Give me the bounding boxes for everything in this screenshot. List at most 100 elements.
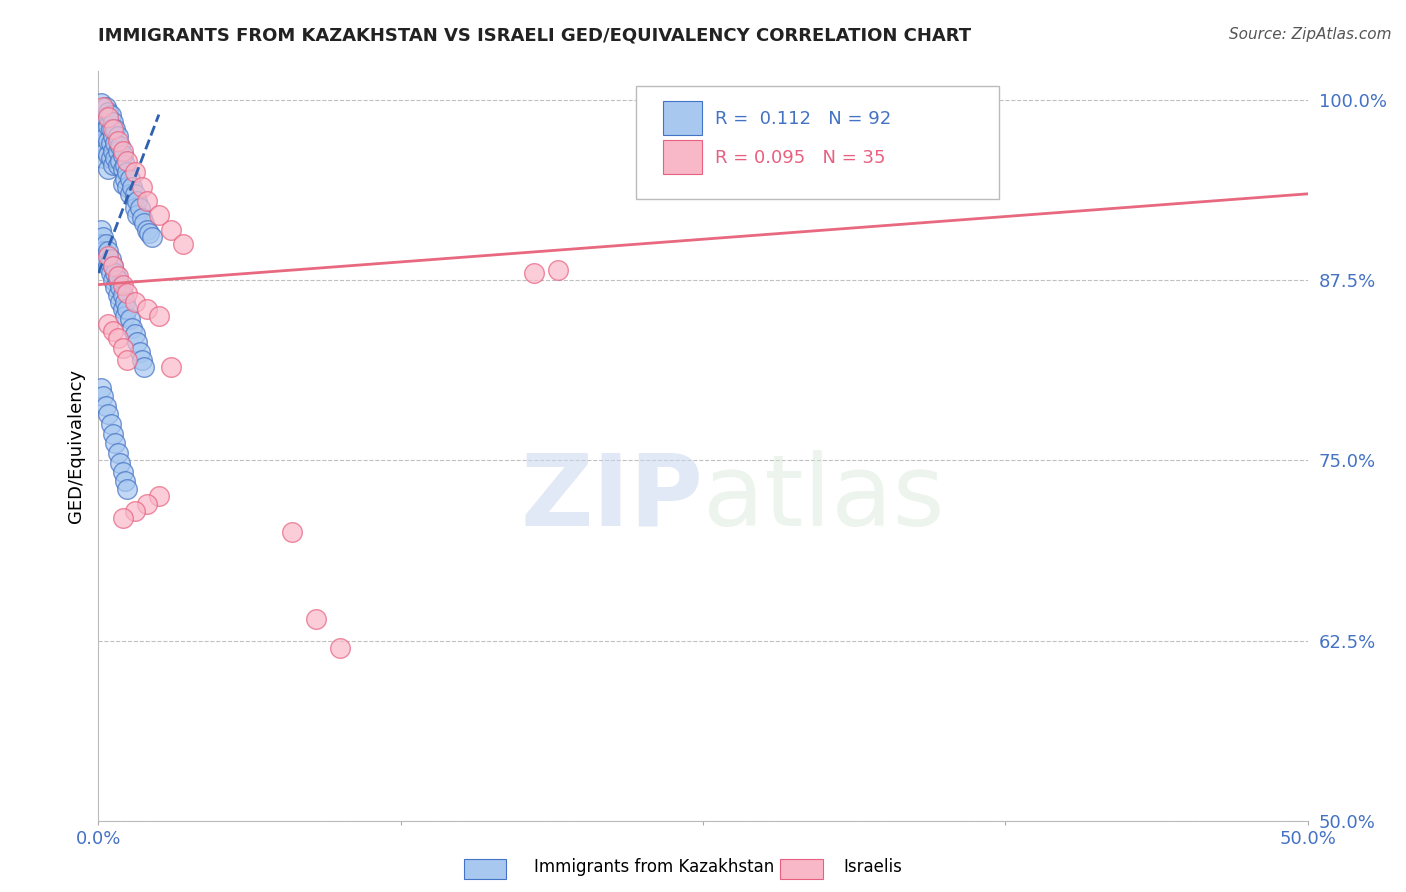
Point <box>100 107 122 121</box>
Point <box>135 497 157 511</box>
Point <box>97 407 120 421</box>
Point <box>104 266 127 280</box>
Point <box>329 640 352 655</box>
Point <box>124 326 146 341</box>
Point <box>111 277 134 292</box>
Point <box>117 352 139 367</box>
Point <box>523 266 546 280</box>
Point <box>114 158 136 172</box>
Text: Source: ZipAtlas.com: Source: ZipAtlas.com <box>1229 27 1392 42</box>
Point <box>124 165 146 179</box>
Point <box>100 252 122 266</box>
Point <box>94 111 117 125</box>
Point <box>111 162 134 177</box>
Point <box>117 179 139 194</box>
Point <box>97 148 120 162</box>
Point <box>131 352 153 367</box>
Point <box>101 129 124 144</box>
Point <box>91 230 114 244</box>
FancyBboxPatch shape <box>637 87 1000 199</box>
Point <box>134 216 156 230</box>
Point <box>111 465 134 479</box>
Point <box>111 511 134 525</box>
Point <box>160 223 183 237</box>
Text: ZIP: ZIP <box>520 450 703 547</box>
Point <box>107 268 129 283</box>
Point <box>107 134 129 148</box>
Point <box>114 474 136 488</box>
Point <box>101 259 124 273</box>
Point <box>100 417 122 432</box>
Point <box>97 119 120 133</box>
Point <box>160 359 183 374</box>
Point <box>148 310 170 324</box>
Point <box>118 186 141 201</box>
Point <box>90 223 112 237</box>
Point <box>305 612 328 626</box>
Point <box>111 144 134 158</box>
Point <box>127 335 149 350</box>
Text: atlas: atlas <box>703 450 945 547</box>
Point <box>97 259 120 273</box>
Point <box>107 331 129 345</box>
Point <box>131 211 153 226</box>
Point <box>135 194 157 208</box>
Point <box>547 263 569 277</box>
Point <box>104 122 127 136</box>
Point <box>101 427 124 442</box>
Point <box>94 129 117 144</box>
Point <box>111 148 134 162</box>
Point <box>121 321 143 335</box>
Point <box>108 280 131 294</box>
Point <box>127 209 149 223</box>
Point <box>124 186 146 201</box>
Point <box>108 294 131 309</box>
Point <box>108 153 131 168</box>
Point <box>117 302 139 317</box>
Point <box>124 294 146 309</box>
Point <box>90 237 112 252</box>
Point <box>107 446 129 460</box>
Point <box>94 100 117 114</box>
Point <box>91 151 114 165</box>
Point <box>104 280 127 294</box>
Point <box>90 381 112 395</box>
Point <box>94 399 117 413</box>
Point <box>94 144 117 158</box>
Point <box>107 129 129 144</box>
Point <box>91 125 114 139</box>
Point <box>101 158 124 172</box>
Point <box>101 115 124 129</box>
Point <box>124 504 146 518</box>
Text: IMMIGRANTS FROM KAZAKHSTAN VS ISRAELI GED/EQUIVALENCY CORRELATION CHART: IMMIGRANTS FROM KAZAKHSTAN VS ISRAELI GE… <box>98 27 972 45</box>
Point <box>114 172 136 186</box>
Point <box>94 252 117 266</box>
Point <box>124 201 146 215</box>
Point <box>111 302 134 317</box>
Text: Immigrants from Kazakhstan: Immigrants from Kazakhstan <box>534 858 775 876</box>
Point <box>91 388 114 402</box>
Point <box>111 177 134 191</box>
Point <box>138 226 160 240</box>
Point <box>97 111 120 125</box>
Bar <box>664 140 702 174</box>
Point <box>135 223 157 237</box>
Point <box>131 179 153 194</box>
Point <box>148 209 170 223</box>
Point <box>97 104 120 119</box>
Point <box>101 122 124 136</box>
Point <box>97 317 120 331</box>
Point <box>97 134 120 148</box>
Text: R =  0.112   N = 92: R = 0.112 N = 92 <box>716 110 891 128</box>
Point <box>104 136 127 151</box>
Point <box>90 115 112 129</box>
Point <box>141 230 163 244</box>
Point <box>104 436 127 450</box>
Point <box>100 151 122 165</box>
Point <box>91 136 114 151</box>
Point <box>104 151 127 165</box>
Point <box>97 162 120 177</box>
Text: R = 0.095   N = 35: R = 0.095 N = 35 <box>716 149 886 167</box>
Point <box>128 201 150 215</box>
Point <box>118 312 141 326</box>
